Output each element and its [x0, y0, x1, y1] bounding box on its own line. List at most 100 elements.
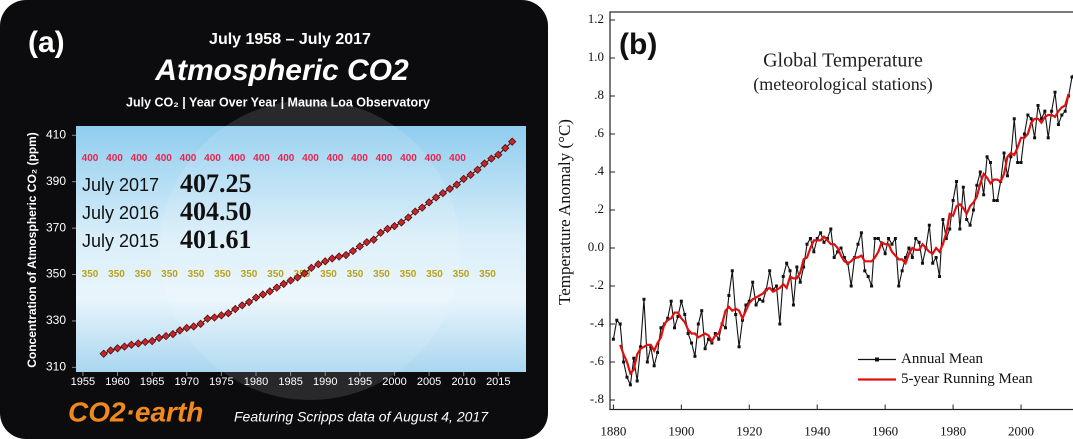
reference-label: 350	[347, 269, 364, 280]
data-point	[646, 361, 649, 364]
y-tick-label: .2	[594, 201, 604, 216]
data-point	[795, 266, 798, 269]
data-point	[972, 209, 975, 212]
data-point	[700, 309, 703, 312]
x-tick-label: 1985	[278, 376, 302, 388]
x-tick-label: 1980	[244, 376, 268, 388]
x-tick-label: 1900	[668, 423, 694, 438]
data-point	[1064, 110, 1067, 113]
data-point	[948, 228, 951, 231]
data-point	[873, 237, 876, 240]
reference-label: 350	[241, 269, 258, 280]
highlight-value: 407.25	[180, 169, 252, 198]
data-point	[928, 224, 931, 227]
data-point	[642, 298, 645, 301]
reference-label: 400	[131, 153, 148, 164]
data-point	[755, 304, 758, 307]
reference-label: 350	[426, 269, 443, 280]
data-point	[758, 298, 761, 301]
reference-label: 350	[161, 269, 178, 280]
data-point	[894, 237, 897, 240]
x-tick-label: 1940	[804, 423, 830, 438]
y-tick-label: .4	[594, 163, 604, 178]
chart-subtitle: July 1958 – July 2017	[209, 31, 371, 48]
reference-label: 400	[425, 153, 442, 164]
data-point	[751, 281, 754, 284]
x-tick-label: 1990	[313, 376, 337, 388]
data-point	[1043, 110, 1046, 113]
data-point	[673, 326, 676, 329]
data-point	[629, 383, 632, 386]
data-point	[823, 241, 826, 244]
data-point	[690, 342, 693, 345]
y-tick-label: 0.0	[588, 239, 604, 254]
data-point	[775, 285, 778, 288]
data-point	[1047, 136, 1050, 139]
data-point	[653, 364, 656, 367]
reference-label: 350	[108, 269, 125, 280]
data-point	[982, 193, 985, 196]
reference-label: 400	[400, 153, 417, 164]
data-point	[622, 361, 625, 364]
data-point	[768, 269, 771, 272]
data-point	[727, 294, 730, 297]
data-point	[840, 247, 843, 250]
data-point	[965, 218, 968, 221]
data-point	[1013, 117, 1016, 120]
data-point	[1006, 174, 1009, 177]
data-point	[986, 155, 989, 158]
reference-label: 400	[253, 153, 270, 164]
data-point	[806, 243, 809, 246]
data-point	[921, 262, 924, 265]
data-point	[731, 269, 734, 272]
panel-label: (a)	[28, 26, 65, 59]
data-point	[914, 237, 917, 240]
data-point	[819, 231, 822, 234]
reference-label: 400	[327, 153, 344, 164]
highlight-value: 401.61	[180, 225, 252, 254]
data-point	[615, 319, 618, 322]
x-tick-label: 1880	[600, 423, 626, 438]
highlight-label: July 2017	[82, 175, 159, 195]
data-point	[782, 275, 785, 278]
data-point	[1037, 104, 1040, 107]
data-point	[850, 285, 853, 288]
y-tick-label: .8	[594, 87, 604, 102]
data-point	[761, 300, 764, 303]
data-point	[856, 243, 859, 246]
reference-label: 350	[82, 269, 99, 280]
x-tick-label: 2015	[486, 376, 510, 388]
reference-label: 400	[229, 153, 246, 164]
x-tick-label: 1995	[348, 376, 372, 388]
y-tick-label: 1.0	[588, 49, 604, 64]
chart-title: Global Temperature	[763, 50, 923, 72]
data-point	[890, 243, 893, 246]
data-point	[778, 323, 781, 326]
data-point	[809, 237, 812, 240]
x-tick-label: 2000	[382, 376, 406, 388]
reference-label: 350	[267, 269, 284, 280]
page: {"chart_data": [ {"type": "line", "panel…	[0, 0, 1073, 439]
reference-label: 400	[82, 153, 99, 164]
data-point	[918, 241, 921, 244]
reference-label: 350	[320, 269, 337, 280]
chart-title: Atmospheric CO2	[154, 54, 409, 87]
x-tick-label: 1960	[872, 423, 898, 438]
data-point	[979, 171, 982, 174]
data-point	[962, 186, 965, 189]
data-point	[931, 262, 934, 265]
data-point	[996, 199, 999, 202]
logo: CO2·earth	[68, 396, 203, 427]
reference-label: 350	[135, 269, 152, 280]
y-axis-label: Concentration of Atmospheric CO₂ (ppm)	[25, 132, 39, 368]
reference-label: 400	[376, 153, 393, 164]
data-point	[887, 237, 890, 240]
data-point	[734, 313, 737, 316]
x-tick-label: 1975	[209, 376, 233, 388]
y-axis-label: Temperature Anomaly (°C)	[555, 119, 574, 305]
data-point	[704, 347, 707, 350]
data-point	[738, 345, 741, 348]
legend-label: Annual Mean	[901, 351, 984, 367]
panel-label: (b)	[619, 28, 657, 61]
reference-label: 350	[453, 269, 470, 280]
